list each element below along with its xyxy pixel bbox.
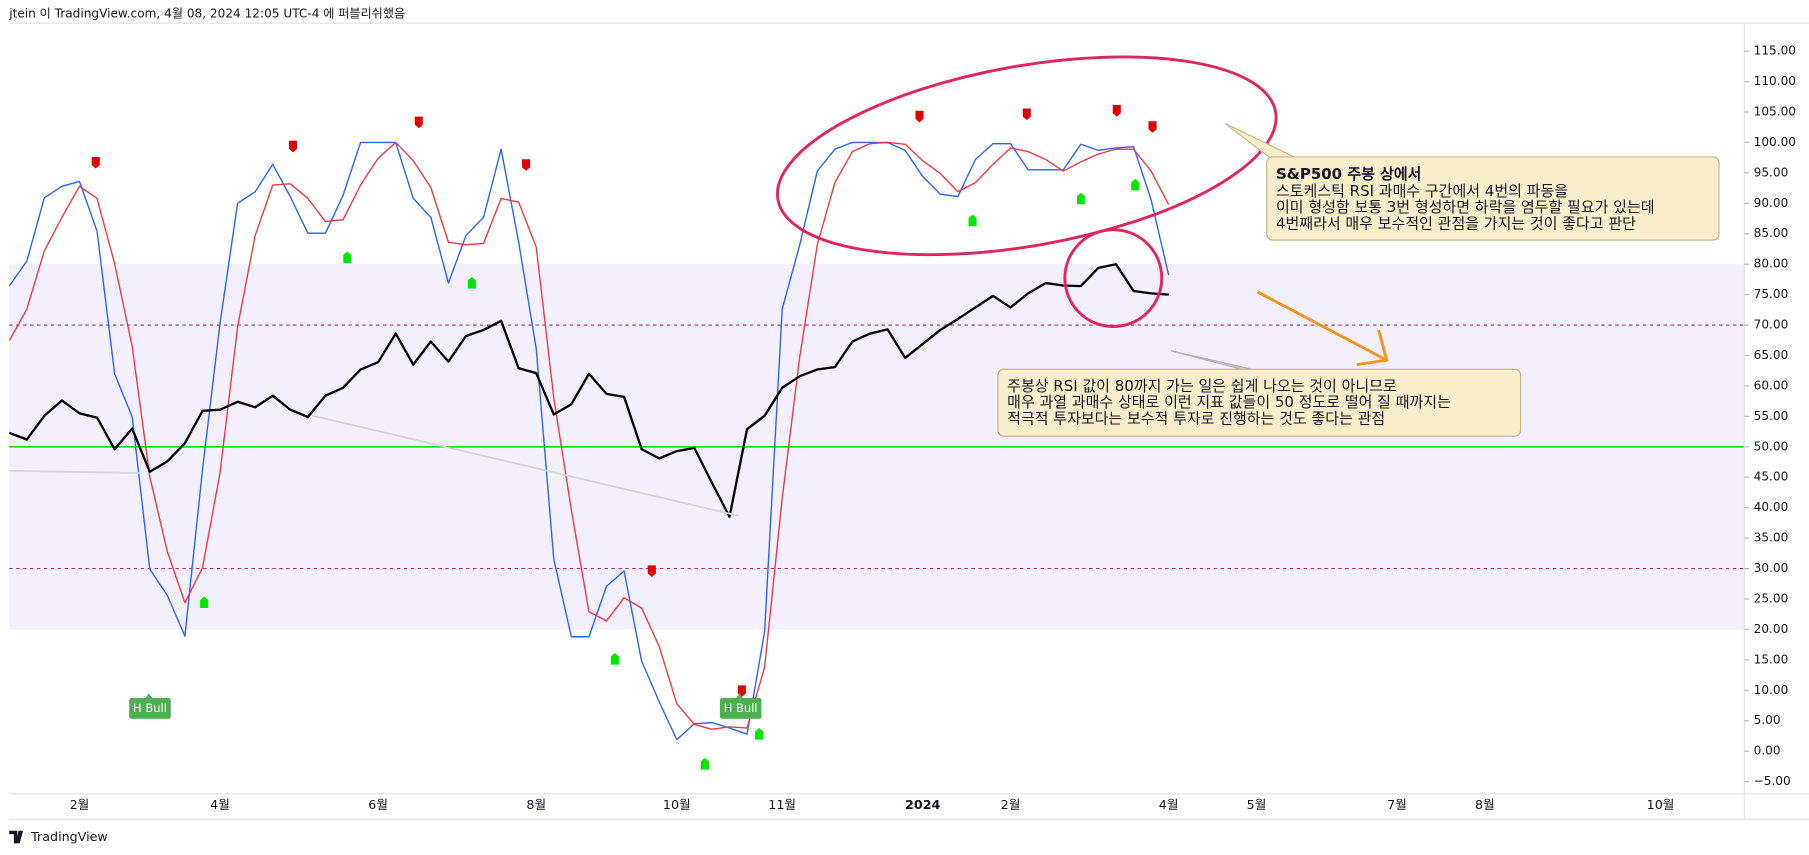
footer-logo: TradingView	[9, 829, 108, 844]
y-tick-label: 35.00	[1754, 531, 1789, 545]
x-tick-label: 5월	[1247, 797, 1267, 812]
y-tick-label: 20.00	[1754, 622, 1789, 636]
series-line	[9, 263, 1169, 518]
y-tick-label: 60.00	[1754, 378, 1789, 392]
sell-marker	[289, 140, 298, 153]
sell-marker	[1022, 108, 1031, 121]
y-tick-label: 75.00	[1754, 287, 1789, 301]
sell-marker	[522, 159, 531, 171]
buy-marker	[968, 214, 977, 227]
y-tick-label: 105.00	[1754, 105, 1796, 119]
x-tick-label: 6월	[368, 797, 388, 812]
annotations: H Bull H Bull S&P500 주봉 상에서 스토케스틱 RSI 과매…	[9, 55, 1720, 770]
buy-marker	[343, 251, 352, 264]
callout-text: 주봉상 RSI 값이 80까지 가는 일은 쉽게 나오는 것이 아니므로	[1007, 377, 1397, 395]
axes: 115.00 110.00 105.00 100.00 95.00 90.00 85.00 8…	[9, 22, 1809, 820]
x-tick-label: 4월	[1159, 797, 1179, 812]
footer-brand: TradingView	[30, 829, 108, 844]
callout-text: 적극적 투자보다는 보수적 투자로 진행하는 것도 좋다는 관점	[1007, 409, 1385, 427]
x-tick-label: 4월	[210, 797, 230, 812]
y-tick-label: 40.00	[1754, 500, 1789, 514]
buy-marker	[1131, 178, 1140, 191]
callout-1: S&P500 주봉 상에서 스토케스틱 RSI 과매수 구간에서 4번의 파동을…	[1224, 122, 1720, 241]
series-line	[9, 141, 1170, 730]
y-tick-label: 110.00	[1754, 74, 1796, 88]
callout-text: 4번째라서 매우 보수적인 관점을 가지는 것이 좋다고 판단	[1276, 214, 1636, 232]
sell-marker	[915, 110, 924, 123]
drawing-line	[311, 414, 739, 517]
x-tick-label: 10월	[1647, 797, 1675, 812]
callout-text: 이미 형성함 보통 3번 형성하면 하락을 염두할 필요가 있는데	[1276, 198, 1655, 216]
buy-marker	[1076, 192, 1086, 205]
sell-marker	[1148, 121, 1157, 133]
y-tick-label: 30.00	[1754, 561, 1789, 575]
y-tick-label: 65.00	[1754, 348, 1789, 362]
y-tick-label: 45.00	[1754, 470, 1789, 484]
drawing-line	[9, 469, 141, 474]
plot-background	[9, 264, 1745, 630]
plot-lines	[9, 141, 1170, 741]
x-tick-label: 7월	[1387, 797, 1407, 812]
sell-marker	[91, 156, 100, 169]
y-tick-label: 80.00	[1754, 257, 1789, 271]
callout-text: 매우 과열 과매수 상태로 이런 지표 값들이 50 정도로 떨어 질 때까지는	[1007, 393, 1451, 411]
highlight-circle	[1063, 228, 1164, 328]
y-tick-label: 90.00	[1754, 196, 1789, 210]
publisher-line: jtein 이 TradingView.com, 4월 08, 2024 12:…	[8, 6, 405, 20]
x-tick-label: 2월	[1001, 797, 1021, 812]
h-bull-label: H Bull	[129, 693, 171, 719]
y-tick-label: 0.00	[1754, 744, 1781, 758]
x-tick-label: 8월	[1475, 797, 1495, 812]
x-tick-label: 2월	[70, 797, 90, 812]
highlight-ellipse	[776, 55, 1278, 257]
buy-marker	[610, 653, 619, 665]
x-tick-label: 8월	[526, 797, 546, 812]
y-tick-label: 55.00	[1754, 409, 1789, 423]
y-tick-label: −5.00	[1754, 774, 1791, 788]
callout-2: 주봉상 RSI 값이 80까지 가는 일은 쉽게 나오는 것이 아니므로 매우 …	[997, 350, 1522, 437]
x-tick-label: 2024	[905, 797, 940, 812]
y-tick-label: 15.00	[1754, 652, 1789, 666]
y-tick-label: 115.00	[1754, 44, 1796, 58]
sell-marker	[414, 116, 423, 129]
callout-box	[997, 368, 1522, 437]
y-tick-label: 70.00	[1754, 318, 1789, 332]
y-tick-label: 10.00	[1754, 683, 1789, 697]
series-line	[9, 141, 1170, 741]
x-tick-label: 10월	[663, 797, 691, 812]
sell-marker	[1112, 105, 1121, 117]
y-tick-label: 85.00	[1754, 226, 1789, 240]
h-bull-text: H Bull	[133, 701, 167, 715]
buy-marker	[700, 758, 709, 770]
y-tick-label: 5.00	[1754, 713, 1781, 727]
orange-arrow	[1256, 290, 1389, 367]
buy-marker	[755, 728, 764, 740]
callout-box	[1266, 156, 1720, 241]
callout-text: S&P500 주봉 상에서	[1276, 165, 1421, 183]
x-tick-label: 11월	[768, 797, 796, 812]
h-bull-label: H Bull	[719, 693, 762, 719]
y-tick-label: 25.00	[1754, 592, 1789, 606]
y-tick-label: 95.00	[1754, 165, 1789, 179]
y-tick-label: 100.00	[1754, 135, 1796, 149]
h-bull-text: H Bull	[724, 701, 758, 715]
callout-text: 스토케스틱 RSI 과매수 구간에서 4번의 파동을	[1276, 182, 1568, 200]
y-tick-label: 50.00	[1754, 439, 1789, 453]
